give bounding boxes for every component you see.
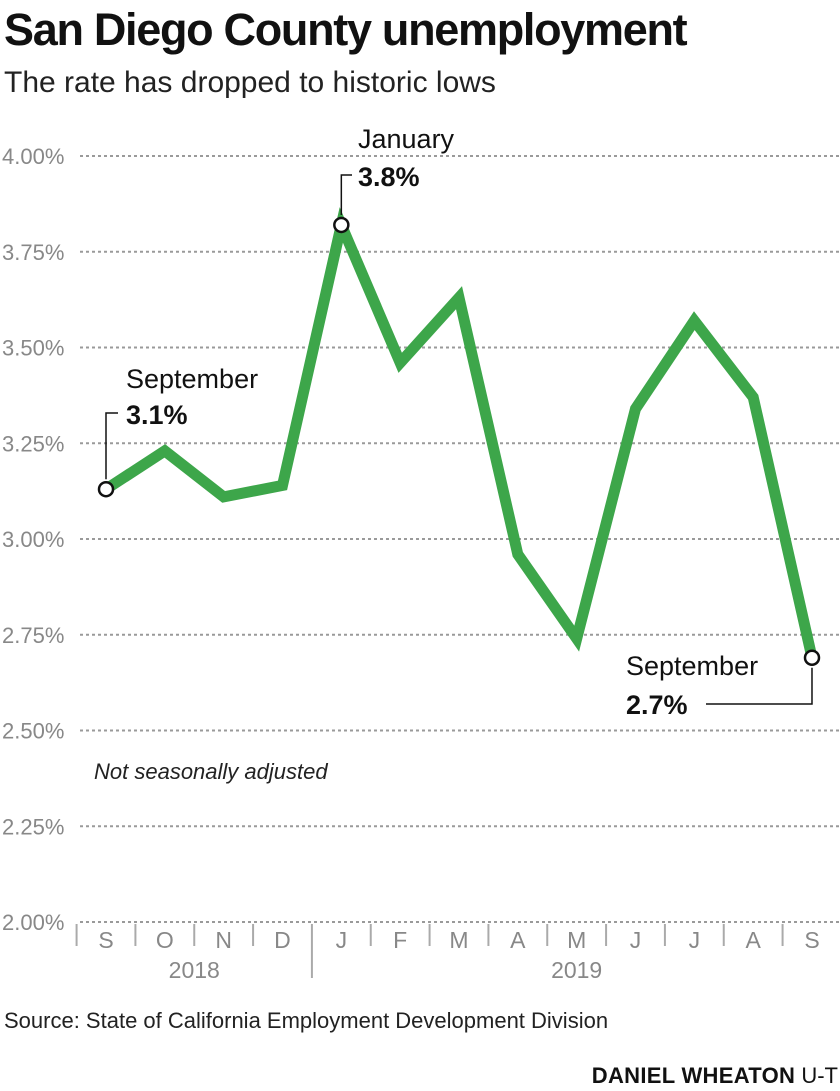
x-tick-label: A [510,927,526,953]
line-chart: 2.00% 2.25% 2.50% 2.75% 3.00% 3.25% 3.50% 3.75%… [2,124,840,983]
y-tick-label: 2.50% [2,719,64,744]
annotation-leader [105,412,118,480]
credit: DANIEL WHEATON U-T [592,1063,838,1089]
annotation-label: January [358,124,455,154]
x-tick-label: J [630,927,642,953]
x-tick-label: S [804,927,819,953]
series-line [102,207,818,659]
y-tick-label: 3.00% [2,527,64,552]
y-tick-label: 2.75% [2,623,64,648]
y-tick-label: 2.00% [2,910,64,935]
annotation-value: 2.7% [626,690,688,720]
annotation-leader [706,667,813,705]
x-tick-label: M [449,927,468,953]
data-point-marker [803,649,821,666]
x-tick-label: D [274,927,291,953]
year-label: 2018 [169,957,220,983]
chart-note: Not seasonally adjusted [94,759,328,784]
chart-title: San Diego County unemployment [4,4,688,55]
data-point-marker [333,216,350,234]
y-tick-label: 4.00% [2,144,64,169]
x-tick-label: J [336,927,348,953]
x-tick-label: O [156,927,174,953]
annotation-leader [340,174,352,215]
y-tick-label: 3.50% [2,336,64,361]
credit-org: U-T [801,1063,838,1088]
annotation-label: September [126,364,258,394]
annotation-value: 3.8% [358,162,420,192]
y-tick-label: 3.25% [2,431,64,456]
chart-subtitle: The rate has dropped to historic lows [4,66,496,99]
y-tick-label: 3.75% [2,240,64,265]
x-tick-label: N [215,927,232,953]
year-label: 2019 [551,957,602,983]
annotation-label: September [626,651,758,681]
x-tick-label: M [567,927,586,953]
y-tick-label: 2.25% [2,814,64,839]
x-tick-label: S [98,927,113,953]
credit-author: DANIEL WHEATON [591,1063,796,1088]
source-note: Source: State of California Employment D… [4,1008,609,1033]
annotation-value: 3.1% [126,400,188,430]
x-tick-label: F [393,927,407,953]
x-tick-label: J [689,927,701,953]
data-point-marker [97,480,115,498]
x-tick-label: A [745,927,761,953]
